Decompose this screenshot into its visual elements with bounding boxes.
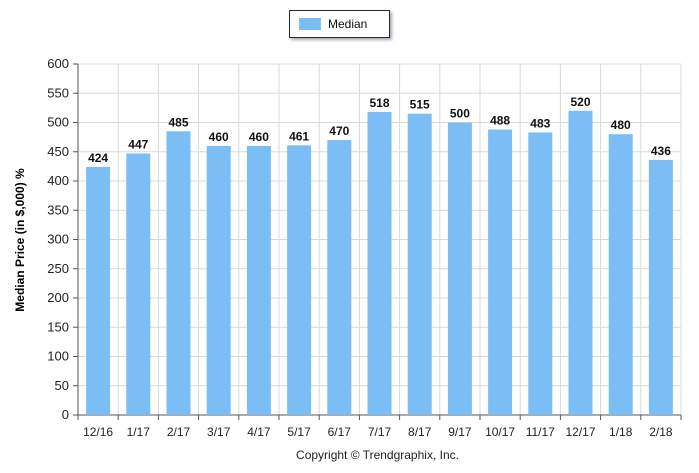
legend: Median xyxy=(289,10,390,38)
y-tick-label: 0 xyxy=(62,407,69,422)
bar xyxy=(648,159,673,415)
bar xyxy=(407,113,432,415)
bar-value-label: 485 xyxy=(168,115,188,129)
x-tick-label: 1/18 xyxy=(609,425,633,439)
y-tick-label: 300 xyxy=(47,232,69,247)
bar-value-label: 488 xyxy=(490,114,510,128)
bar xyxy=(327,140,352,416)
y-tick-label: 400 xyxy=(47,173,69,188)
bar-value-label: 461 xyxy=(289,129,309,143)
bar-value-label: 520 xyxy=(570,95,590,109)
bar xyxy=(488,129,513,415)
bar xyxy=(287,145,312,415)
bar-value-label: 460 xyxy=(209,130,229,144)
y-tick-label: 150 xyxy=(47,319,69,334)
bar xyxy=(447,122,472,415)
x-tick-label: 10/17 xyxy=(485,425,515,439)
bar-value-label: 470 xyxy=(329,124,349,138)
bar xyxy=(568,110,593,416)
x-tick-label: 9/17 xyxy=(448,425,472,439)
legend-label: Median xyxy=(328,17,368,31)
bar-value-label: 436 xyxy=(651,144,671,158)
bar xyxy=(528,132,553,415)
y-axis-title: Median Price (in $,000) % xyxy=(13,168,27,312)
x-tick-label: 12/17 xyxy=(565,425,595,439)
y-tick-label: 550 xyxy=(47,85,69,100)
y-tick-label: 600 xyxy=(47,56,69,71)
bar-value-label: 483 xyxy=(530,116,550,130)
bar-value-label: 480 xyxy=(611,118,631,132)
bar xyxy=(608,134,633,415)
bar xyxy=(246,145,271,415)
bar-value-label: 424 xyxy=(88,151,108,165)
x-tick-label: 2/18 xyxy=(649,425,673,439)
x-tick-label: 2/17 xyxy=(167,425,191,439)
y-tick-label: 500 xyxy=(47,115,69,130)
x-tick-label: 8/17 xyxy=(408,425,432,439)
y-tick-label: 200 xyxy=(47,290,69,305)
bar-value-label: 500 xyxy=(450,107,470,121)
legend-swatch xyxy=(299,18,321,30)
bar xyxy=(206,145,231,415)
x-tick-label: 7/17 xyxy=(368,425,392,439)
bar-value-label: 515 xyxy=(410,98,430,112)
copyright-text: Copyright © Trendgraphix, Inc. xyxy=(296,448,459,462)
y-tick-label: 350 xyxy=(47,202,69,217)
bar xyxy=(367,111,392,415)
x-tick-label: 4/17 xyxy=(247,425,271,439)
y-tick-label: 450 xyxy=(47,144,69,159)
bar xyxy=(166,131,191,415)
x-tick-label: 5/17 xyxy=(287,425,311,439)
y-tick-label: 50 xyxy=(55,378,69,393)
x-tick-label: 1/17 xyxy=(127,425,151,439)
bar xyxy=(86,166,111,415)
bar-value-label: 460 xyxy=(249,130,269,144)
bar-value-label: 447 xyxy=(128,138,148,152)
x-tick-label: 11/17 xyxy=(526,425,555,439)
x-tick-label: 3/17 xyxy=(207,425,231,439)
x-tick-label: 12/16 xyxy=(83,425,113,439)
y-tick-label: 250 xyxy=(47,261,69,276)
y-tick-label: 100 xyxy=(47,349,69,364)
x-tick-label: 6/17 xyxy=(328,425,352,439)
bar xyxy=(126,153,151,415)
bar-value-label: 518 xyxy=(369,96,389,110)
